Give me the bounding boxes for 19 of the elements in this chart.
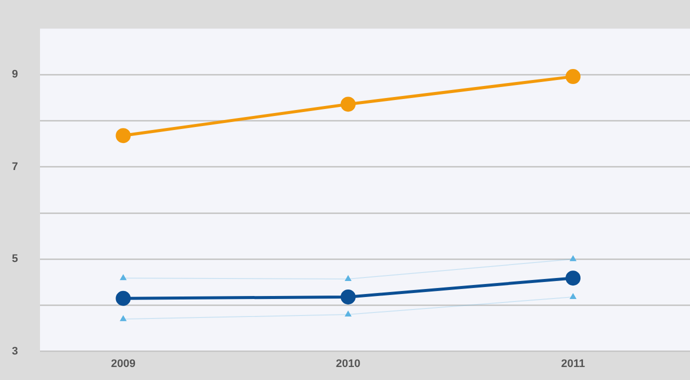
point (120, 274, 126, 280)
point (340, 96, 356, 112)
point (345, 311, 352, 317)
x-tick-label: 2011 (561, 358, 585, 370)
point (116, 290, 131, 306)
point (566, 270, 581, 286)
point (116, 128, 131, 144)
point (340, 289, 356, 304)
y-tick-label: 9 (12, 68, 18, 81)
y-tick-label: 3 (12, 345, 18, 358)
point (120, 316, 126, 322)
point (566, 69, 581, 84)
point (570, 256, 576, 262)
point (570, 293, 576, 299)
x-tick-label: 2009 (110, 358, 136, 370)
y-tick-label: 5 (12, 253, 18, 266)
x-tick-label: 2010 (336, 358, 360, 370)
y-tick-label: 7 (12, 160, 18, 173)
point (345, 276, 352, 281)
